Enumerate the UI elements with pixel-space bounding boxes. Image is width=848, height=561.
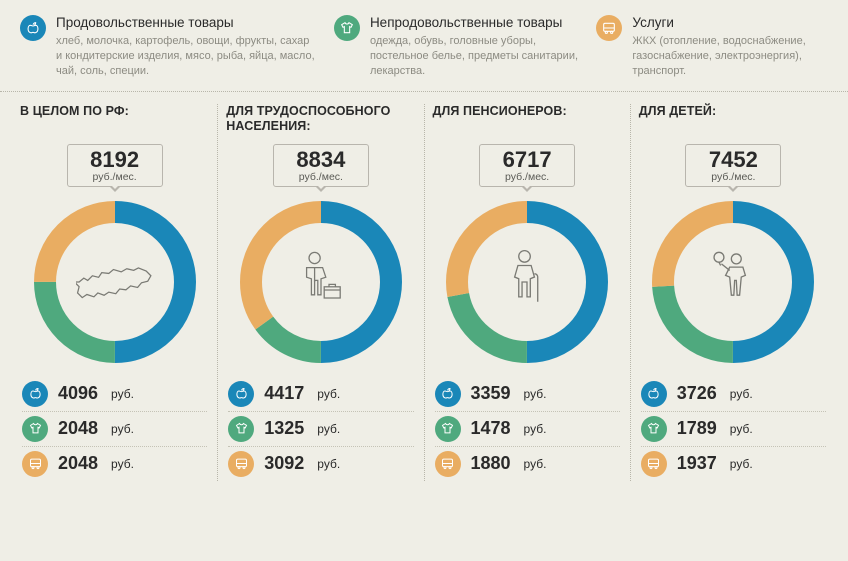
row-food: 4096 руб. xyxy=(22,377,207,411)
price-amount: 8192 xyxy=(68,149,162,171)
currency: руб. xyxy=(524,422,547,436)
row-nonfood: 1478 руб. xyxy=(435,411,620,446)
legend-food-title: Продовольственные товары xyxy=(56,14,316,32)
row-nonfood: 1789 руб. xyxy=(641,411,826,446)
currency: руб. xyxy=(524,387,547,401)
food-value: 4096 xyxy=(58,383,98,404)
currency: руб. xyxy=(524,457,547,471)
card-0: В ЦЕЛОМ ПО РФ: 8192руб./мес. 4096 руб. 2048 р… xyxy=(12,104,217,481)
apple-icon xyxy=(20,15,46,41)
price-box: 8834руб./мес. xyxy=(273,144,369,187)
tshirt-icon xyxy=(435,416,461,442)
donut-center-icon xyxy=(442,197,612,367)
currency: руб. xyxy=(317,457,340,471)
donut-center-icon xyxy=(648,197,818,367)
price-amount: 6717 xyxy=(480,149,574,171)
row-services: 2048 руб. xyxy=(22,446,207,481)
services-value: 3092 xyxy=(264,453,304,474)
price-unit: руб./мес. xyxy=(686,171,780,183)
card-title: ДЛЯ ДЕТЕЙ: xyxy=(639,104,828,138)
legend-nonfood-title: Непродовольственные товары xyxy=(370,14,578,32)
currency: руб. xyxy=(111,422,134,436)
card-title: ДЛЯ ТРУДОСПОСОБНОГО НАСЕЛЕНИЯ: xyxy=(226,104,415,138)
legend-nonfood-desc: одежда, обувь, головные уборы, постельно… xyxy=(370,34,578,79)
donut-chart xyxy=(30,197,200,367)
services-value: 1937 xyxy=(677,453,717,474)
donut-center-icon xyxy=(236,197,406,367)
food-value: 4417 xyxy=(264,383,304,404)
currency: руб. xyxy=(730,457,753,471)
nonfood-value: 1325 xyxy=(264,418,304,439)
bus-icon xyxy=(435,451,461,477)
currency: руб. xyxy=(111,387,134,401)
food-value: 3726 xyxy=(677,383,717,404)
nonfood-value: 1789 xyxy=(677,418,717,439)
apple-icon xyxy=(641,381,667,407)
row-nonfood: 2048 руб. xyxy=(22,411,207,446)
price-unit: руб./мес. xyxy=(68,171,162,183)
tshirt-icon xyxy=(228,416,254,442)
apple-icon xyxy=(22,381,48,407)
row-services: 3092 руб. xyxy=(228,446,413,481)
card-2: ДЛЯ ПЕНСИОНЕРОВ:6717руб./мес.3359руб.147… xyxy=(424,104,630,481)
price-box: 7452руб./мес. xyxy=(685,144,781,187)
card-title: ДЛЯ ПЕНСИОНЕРОВ: xyxy=(433,104,622,138)
card-1: ДЛЯ ТРУДОСПОСОБНОГО НАСЕЛЕНИЯ: 8834руб./м… xyxy=(217,104,423,481)
donut-center-icon xyxy=(30,197,200,367)
card-3: ДЛЯ ДЕТЕЙ:7452руб./мес.3726руб.1789руб.1… xyxy=(630,104,836,481)
price-box: 6717руб./мес. xyxy=(479,144,575,187)
legend-food-desc: хлеб, молочка, картофель, овощи, фрукты,… xyxy=(56,34,316,79)
donut-chart xyxy=(236,197,406,367)
cards-row: В ЦЕЛОМ ПО РФ:8192руб./мес.4096руб.2048р… xyxy=(0,92,848,481)
currency: руб. xyxy=(730,422,753,436)
price-unit: руб./мес. xyxy=(274,171,368,183)
bus-icon xyxy=(641,451,667,477)
nonfood-value: 2048 xyxy=(58,418,98,439)
legend-services-desc: ЖКХ (отопление, водоснабжение, газоснабж… xyxy=(632,34,828,79)
row-food: 3726 руб. xyxy=(641,377,826,411)
currency: руб. xyxy=(111,457,134,471)
services-value: 2048 xyxy=(58,453,98,474)
row-services: 1880 руб. xyxy=(435,446,620,481)
legend-nonfood: Непродовольственные товары одежда, обувь… xyxy=(334,14,578,79)
apple-icon xyxy=(435,381,461,407)
services-value: 1880 xyxy=(471,453,511,474)
food-value: 3359 xyxy=(471,383,511,404)
row-food: 4417 руб. xyxy=(228,377,413,411)
breakdown: 3726 руб. 1789 руб. 1937 руб. xyxy=(639,375,828,481)
legend-food: Продовольственные товары хлеб, молочка, … xyxy=(20,14,316,79)
price-amount: 8834 xyxy=(274,149,368,171)
card-title: В ЦЕЛОМ ПО РФ: xyxy=(20,104,209,138)
breakdown: 4417 руб. 1325 руб. 3092 руб. xyxy=(226,375,415,481)
legend-row: Продовольственные товары хлеб, молочка, … xyxy=(0,0,848,92)
tshirt-icon xyxy=(334,15,360,41)
legend-services-title: Услуги xyxy=(632,14,828,32)
price-box: 8192руб./мес. xyxy=(67,144,163,187)
row-services: 1937 руб. xyxy=(641,446,826,481)
price-unit: руб./мес. xyxy=(480,171,574,183)
apple-icon xyxy=(228,381,254,407)
breakdown: 4096 руб. 2048 руб. 2048 руб. xyxy=(20,375,209,481)
row-nonfood: 1325 руб. xyxy=(228,411,413,446)
currency: руб. xyxy=(317,422,340,436)
donut-chart xyxy=(648,197,818,367)
currency: руб. xyxy=(730,387,753,401)
currency: руб. xyxy=(317,387,340,401)
bus-icon xyxy=(228,451,254,477)
tshirt-icon xyxy=(22,416,48,442)
bus-icon xyxy=(596,15,622,41)
price-amount: 7452 xyxy=(686,149,780,171)
breakdown: 3359 руб. 1478 руб. 1880 руб. xyxy=(433,375,622,481)
nonfood-value: 1478 xyxy=(471,418,511,439)
row-food: 3359 руб. xyxy=(435,377,620,411)
donut-chart xyxy=(442,197,612,367)
bus-icon xyxy=(22,451,48,477)
legend-services: Услуги ЖКХ (отопление, водоснабжение, га… xyxy=(596,14,828,79)
tshirt-icon xyxy=(641,416,667,442)
